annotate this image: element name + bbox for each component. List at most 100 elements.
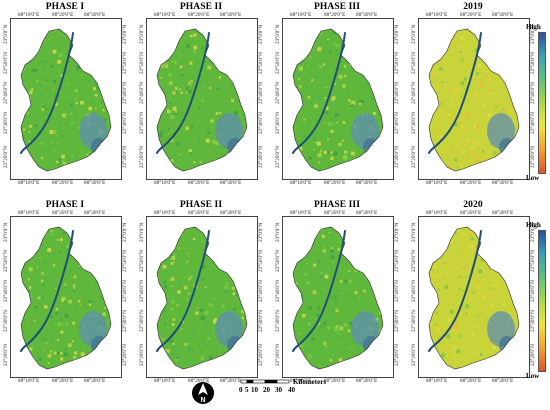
top-longitude-label: 88°30'0"E [356, 210, 378, 216]
land-surface-map [20, 226, 112, 370]
panel-title: 2019 [463, 2, 483, 12]
left-latitude-label: 23°0'0"N [3, 24, 9, 44]
left-latitude-label: 22°50'0"N [3, 250, 9, 272]
bottom-longitude-label: 88°20'0"E [460, 378, 482, 384]
right-latitude-label: 22°40'0"N [258, 280, 264, 302]
land-surface-map [156, 28, 248, 172]
left-latitude-label: 22°20'0"N [139, 344, 145, 366]
right-latitude-label: 22°50'0"N [530, 250, 536, 272]
bottom-longitude-label: 88°10'0"E [426, 180, 448, 186]
right-latitude-label: 23°0'0"N [122, 24, 128, 44]
river-line [20, 230, 74, 352]
right-latitude-label: 22°30'0"N [394, 112, 400, 134]
right-latitude-label: 22°20'0"N [530, 146, 536, 168]
river-line [428, 32, 482, 154]
scale-tick-20: 20 [263, 386, 270, 394]
left-latitude-label: 22°40'0"N [139, 82, 145, 104]
right-latitude-label: 22°50'0"N [394, 52, 400, 74]
left-latitude-label: 22°20'0"N [275, 344, 281, 366]
bottom-longitude-label: 88°20'0"E [324, 180, 346, 186]
legend-gradient-bar [538, 230, 546, 372]
map-panel: 2020 88°10'0"E 88°20'0"E 88°30'0"E 88°10'0"E… [410, 198, 536, 384]
top-longitude-label: 88°10'0"E [290, 210, 312, 216]
left-latitude-label: 22°40'0"N [3, 82, 9, 104]
right-latitude-label: 22°20'0"N [530, 344, 536, 366]
left-latitude-label: 22°50'0"N [139, 52, 145, 74]
left-latitude-label: 22°40'0"N [139, 280, 145, 302]
top-longitude-label: 88°30'0"E [220, 12, 242, 18]
land-surface-map [292, 28, 384, 172]
top-longitude-label: 88°10'0"E [18, 210, 40, 216]
bottom-longitude-label: 88°30'0"E [356, 378, 378, 384]
top-longitude-label: 88°20'0"E [52, 12, 74, 18]
right-latitude-label: 23°0'0"N [258, 222, 264, 242]
panel-title: PHASE III [313, 200, 361, 210]
panel-title: PHASE II [179, 2, 223, 12]
right-latitude-label: 22°50'0"N [258, 250, 264, 272]
bottom-longitude-label: 88°20'0"E [188, 378, 210, 384]
left-latitude-label: 23°0'0"N [411, 222, 417, 242]
river-line [156, 230, 210, 352]
river-line [20, 32, 74, 154]
left-latitude-label: 22°30'0"N [3, 112, 9, 134]
left-latitude-label: 22°20'0"N [139, 146, 145, 168]
map-panel: PHASE II 88°10'0"E 88°20'0"E 88°30'0"E 88°10… [138, 198, 264, 384]
bottom-longitude-label: 88°20'0"E [460, 180, 482, 186]
river-line [292, 32, 346, 154]
map-frame [418, 18, 530, 180]
right-latitude-label: 22°50'0"N [122, 52, 128, 74]
top-longitude-label: 88°10'0"E [290, 12, 312, 18]
right-latitude-label: 22°40'0"N [530, 280, 536, 302]
bottom-longitude-label: 88°20'0"E [52, 180, 74, 186]
bottom-longitude-label: 88°30'0"E [492, 378, 514, 384]
bottom-longitude-label: 88°10'0"E [154, 378, 176, 384]
river-line [156, 32, 210, 154]
north-arrow-icon: N [192, 382, 214, 404]
left-latitude-label: 22°20'0"N [411, 146, 417, 168]
right-latitude-label: 23°0'0"N [394, 24, 400, 44]
top-longitude-label: 88°10'0"E [426, 210, 448, 216]
bottom-longitude-label: 88°30'0"E [84, 180, 106, 186]
land-surface-map [428, 226, 520, 370]
bottom-longitude-label: 88°10'0"E [154, 180, 176, 186]
top-longitude-label: 88°20'0"E [188, 210, 210, 216]
map-frame [418, 216, 530, 378]
left-latitude-label: 23°0'0"N [139, 24, 145, 44]
right-latitude-label: 22°40'0"N [258, 82, 264, 104]
left-latitude-label: 22°30'0"N [411, 310, 417, 332]
left-latitude-label: 23°0'0"N [139, 222, 145, 242]
legend-high-label: High [526, 221, 541, 229]
top-longitude-label: 88°10'0"E [154, 12, 176, 18]
top-longitude-label: 88°20'0"E [460, 210, 482, 216]
panel-title: PHASE I [45, 2, 85, 12]
right-latitude-label: 22°30'0"N [258, 310, 264, 332]
left-latitude-label: 22°30'0"N [411, 112, 417, 134]
left-latitude-label: 22°20'0"N [411, 344, 417, 366]
bottom-longitude-label: 88°30'0"E [356, 180, 378, 186]
right-latitude-label: 23°0'0"N [394, 222, 400, 242]
right-latitude-label: 22°20'0"N [258, 146, 264, 168]
left-latitude-label: 22°20'0"N [3, 344, 9, 366]
right-latitude-label: 22°20'0"N [122, 344, 128, 366]
right-latitude-label: 22°40'0"N [122, 82, 128, 104]
right-latitude-label: 22°40'0"N [530, 82, 536, 104]
top-longitude-label: 88°20'0"E [324, 210, 346, 216]
bottom-longitude-label: 88°30'0"E [220, 180, 242, 186]
top-longitude-label: 88°30'0"E [84, 12, 106, 18]
scale-tick-10: 10 [251, 386, 258, 394]
right-latitude-label: 22°40'0"N [122, 280, 128, 302]
left-latitude-label: 22°30'0"N [275, 310, 281, 332]
scale-tick-30: 30 [275, 386, 282, 394]
left-latitude-label: 23°0'0"N [3, 222, 9, 242]
left-latitude-label: 22°50'0"N [139, 250, 145, 272]
right-latitude-label: 22°40'0"N [394, 280, 400, 302]
river-line [292, 230, 346, 352]
map-frame [10, 216, 122, 378]
scale-tick-0: 0 [239, 386, 243, 394]
land-surface-map [20, 28, 112, 172]
bottom-longitude-label: 88°20'0"E [188, 180, 210, 186]
map-frame [10, 18, 122, 180]
bottom-longitude-label: 88°20'0"E [52, 378, 74, 384]
left-latitude-label: 22°50'0"N [275, 250, 281, 272]
right-latitude-label: 22°20'0"N [122, 146, 128, 168]
